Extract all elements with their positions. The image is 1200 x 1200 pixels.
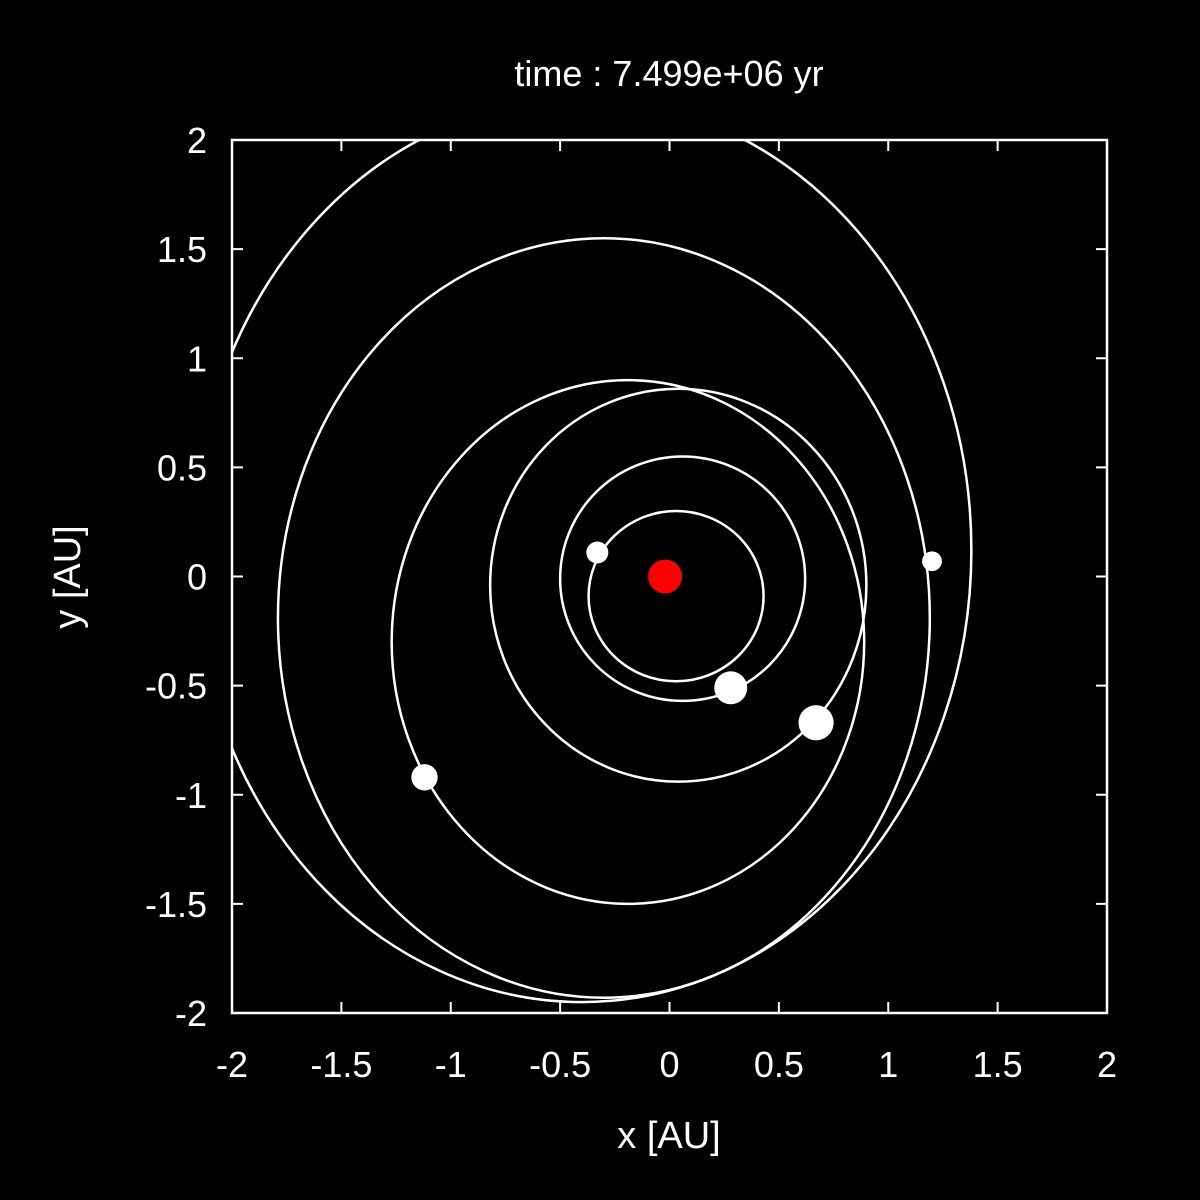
x-tick-label-1: -1.5 <box>310 1044 372 1085</box>
y-tick-label-3: -0.5 <box>145 666 207 707</box>
orbits-group <box>232 140 973 1004</box>
y-tick-label-5: 0.5 <box>157 447 207 488</box>
orbit-path-2 <box>558 455 807 703</box>
planet-marker-1 <box>586 541 609 564</box>
star-marker <box>648 559 683 594</box>
x-tick-label-7: 1.5 <box>973 1044 1023 1085</box>
x-tick-label-8: 2 <box>1097 1044 1117 1085</box>
x-tick-label-5: 0.5 <box>754 1044 804 1085</box>
y-tick-label-4: 0 <box>187 557 207 598</box>
y-tick-label-8: 2 <box>187 120 207 161</box>
y-tick-label-7: 1.5 <box>157 229 207 270</box>
y-tick-label-2: -1 <box>175 775 207 816</box>
planet-marker-4 <box>922 551 942 572</box>
ticks-group: -2 -1.5 -1 -0.5 0 0.5 1 1.5 2 -2 -1.5 -1 -0.5 0 0.5 1 1.… <box>145 120 1117 1085</box>
orbit-path-1 <box>587 509 765 683</box>
y-axis-label: y [AU] <box>47 525 89 628</box>
planet-marker-3 <box>798 705 834 741</box>
orbit-path-3 <box>488 387 868 783</box>
orbit-path-4 <box>390 378 866 906</box>
y-tick-label-6: 1 <box>187 338 207 379</box>
x-tick-label-2: -1 <box>435 1044 467 1085</box>
x-tick-label-6: 1 <box>878 1044 898 1085</box>
bodies-group <box>411 541 942 791</box>
y-tick-label-1: -1.5 <box>145 884 207 925</box>
x-tick-label-0: -2 <box>216 1044 248 1085</box>
y-tick-label-0: -2 <box>175 993 207 1034</box>
orbit-path-5 <box>276 236 932 999</box>
chart-title: time : 7.499e+06 yr <box>514 53 823 94</box>
x-tick-label-3: -0.5 <box>529 1044 591 1085</box>
planet-marker-5 <box>411 764 438 791</box>
x-tick-label-4: 0 <box>659 1044 679 1085</box>
x-axis-label: x [AU] <box>617 1115 720 1157</box>
planet-marker-2 <box>714 671 748 705</box>
orbit-path-6 <box>232 140 973 1004</box>
